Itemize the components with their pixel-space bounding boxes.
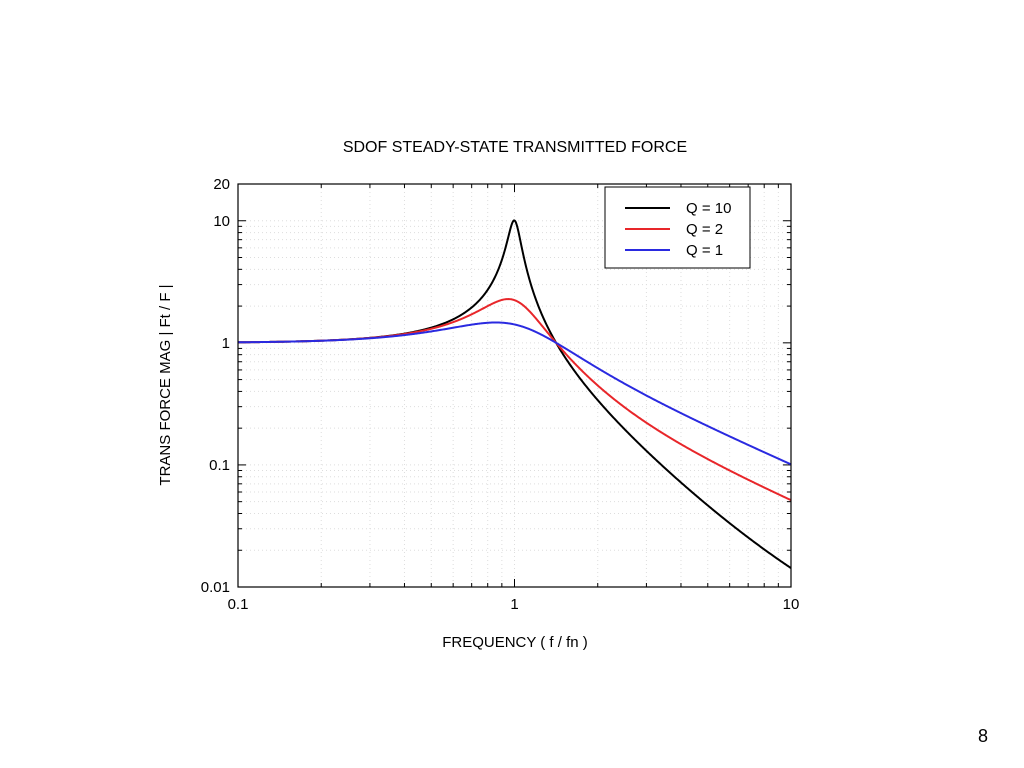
curves [237, 219, 792, 569]
series-line [237, 321, 792, 466]
ticks [237, 183, 791, 588]
y-tick-label: 10 [213, 213, 230, 230]
legend-label: Q = 2 [686, 221, 723, 238]
x-axis-label: FREQUENCY ( f / fn ) [442, 634, 588, 651]
series-line [238, 298, 792, 502]
legend-label: Q = 10 [686, 200, 731, 217]
legend: Q = 10 Q = 2 Q = 1 [604, 186, 751, 269]
plot-frame [237, 183, 792, 588]
x-tick-label: 1 [510, 596, 518, 613]
x-tick-label: 10 [783, 596, 800, 613]
y-tick-label: 20 [213, 176, 230, 193]
legend-box [604, 186, 751, 269]
x-tick-label: 0.1 [228, 596, 249, 613]
y-tick-label: 1 [222, 335, 230, 352]
x-tick-labels: 0.1 1 10 [228, 596, 800, 613]
page-number: 8 [978, 726, 988, 746]
legend-label: Q = 1 [686, 242, 723, 259]
y-axis-label: TRANS FORCE MAG | Ft / F | [157, 284, 174, 485]
y-tick-label: 0.01 [201, 579, 230, 596]
y-tick-labels: 0.01 0.1 1 10 20 [201, 176, 230, 596]
y-tick-label: 0.1 [209, 457, 230, 474]
chart-title: SDOF STEADY-STATE TRANSMITTED FORCE [343, 139, 687, 156]
